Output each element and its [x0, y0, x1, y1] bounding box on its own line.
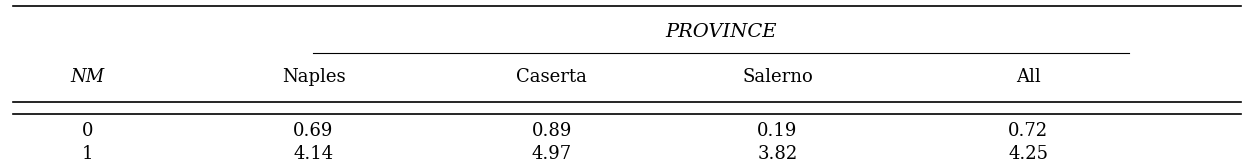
Text: All: All — [1016, 68, 1041, 86]
Text: 1: 1 — [82, 145, 94, 163]
Text: 0.19: 0.19 — [757, 122, 798, 140]
Text: 3.82: 3.82 — [757, 145, 798, 163]
Text: Salerno: Salerno — [742, 68, 813, 86]
Text: 0: 0 — [82, 122, 94, 140]
Text: 4.25: 4.25 — [1008, 145, 1048, 163]
Text: 4.97: 4.97 — [532, 145, 572, 163]
Text: Naples: Naples — [282, 68, 345, 86]
Text: PROVINCE: PROVINCE — [666, 23, 776, 41]
Text: NM: NM — [70, 68, 105, 86]
Text: 0.72: 0.72 — [1008, 122, 1048, 140]
Text: 4.14: 4.14 — [293, 145, 334, 163]
Text: 0.89: 0.89 — [532, 122, 572, 140]
Text: 0.69: 0.69 — [293, 122, 334, 140]
Text: Caserta: Caserta — [517, 68, 587, 86]
